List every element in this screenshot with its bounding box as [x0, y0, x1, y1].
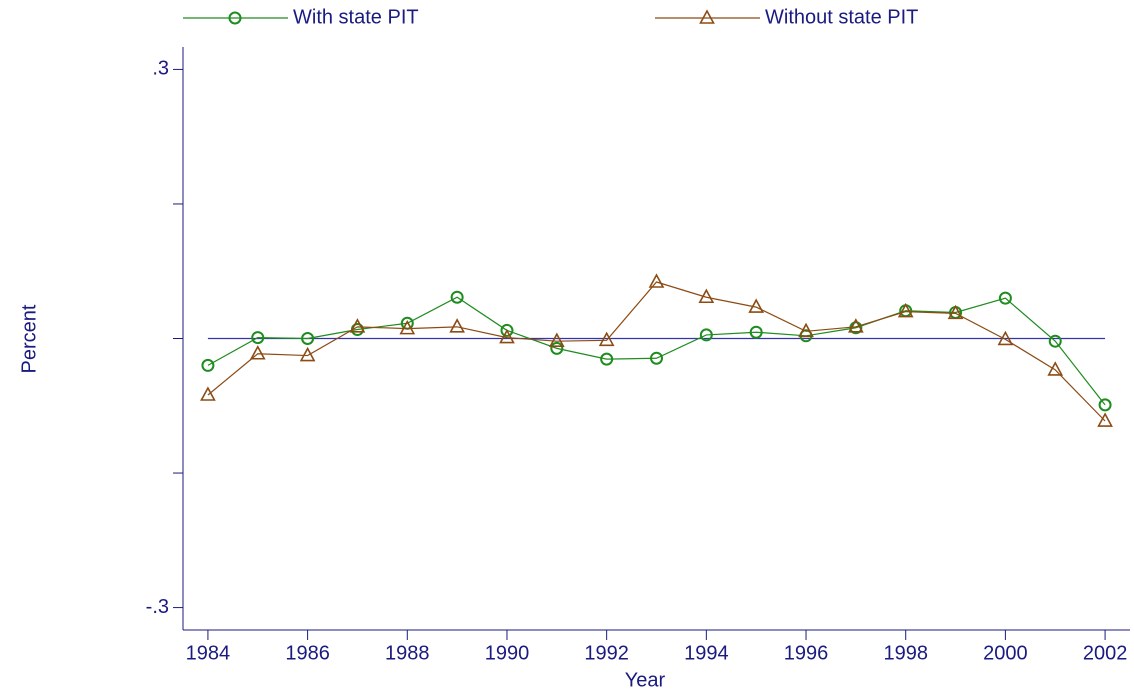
series-line [207, 281, 1106, 422]
point [749, 325, 763, 339]
point [897, 302, 914, 318]
x-tick-label: 1986 [285, 642, 330, 664]
point [548, 332, 565, 347]
x-tick-label: 1992 [584, 642, 629, 664]
point [998, 291, 1012, 305]
point [301, 332, 315, 345]
point [499, 328, 515, 344]
series-line [207, 296, 1106, 406]
x-tick-label: 2002 [1083, 642, 1128, 664]
legend-marker [228, 11, 242, 25]
point [848, 318, 864, 333]
point [550, 341, 564, 355]
x-tick-label: 1998 [883, 642, 928, 664]
point [449, 318, 465, 333]
point [249, 345, 266, 360]
x-tick-label: 2000 [983, 642, 1028, 664]
point [349, 318, 366, 333]
legend-label: Without state PIT [765, 6, 918, 28]
point [500, 323, 514, 337]
point [699, 328, 713, 342]
point [600, 352, 614, 366]
point [1048, 334, 1062, 348]
y-axis-label: Percent [18, 304, 40, 373]
point [798, 322, 814, 338]
x-axis-label: Year [625, 669, 666, 691]
point [450, 290, 464, 304]
point [947, 304, 964, 320]
point [299, 346, 316, 362]
x-tick-label: 1984 [186, 642, 231, 664]
y-tick-label: .3 [152, 58, 169, 80]
point [598, 331, 615, 347]
point [200, 386, 216, 401]
y-tick-label: -.3 [146, 596, 169, 618]
x-tick-label: 1990 [485, 642, 530, 664]
x-tick-label: 1988 [385, 642, 430, 664]
legend-label: With state PIT [293, 6, 419, 28]
point [251, 331, 265, 345]
point [698, 288, 715, 304]
point [1097, 412, 1113, 427]
point [1098, 398, 1112, 412]
point [748, 298, 765, 313]
point [1047, 361, 1064, 376]
x-tick-label: 1996 [784, 642, 829, 664]
point [399, 319, 416, 335]
point [997, 330, 1014, 346]
point [648, 273, 665, 288]
legend-marker [699, 9, 715, 24]
x-tick-label: 1994 [684, 642, 729, 664]
point [201, 358, 215, 372]
point [650, 351, 663, 365]
